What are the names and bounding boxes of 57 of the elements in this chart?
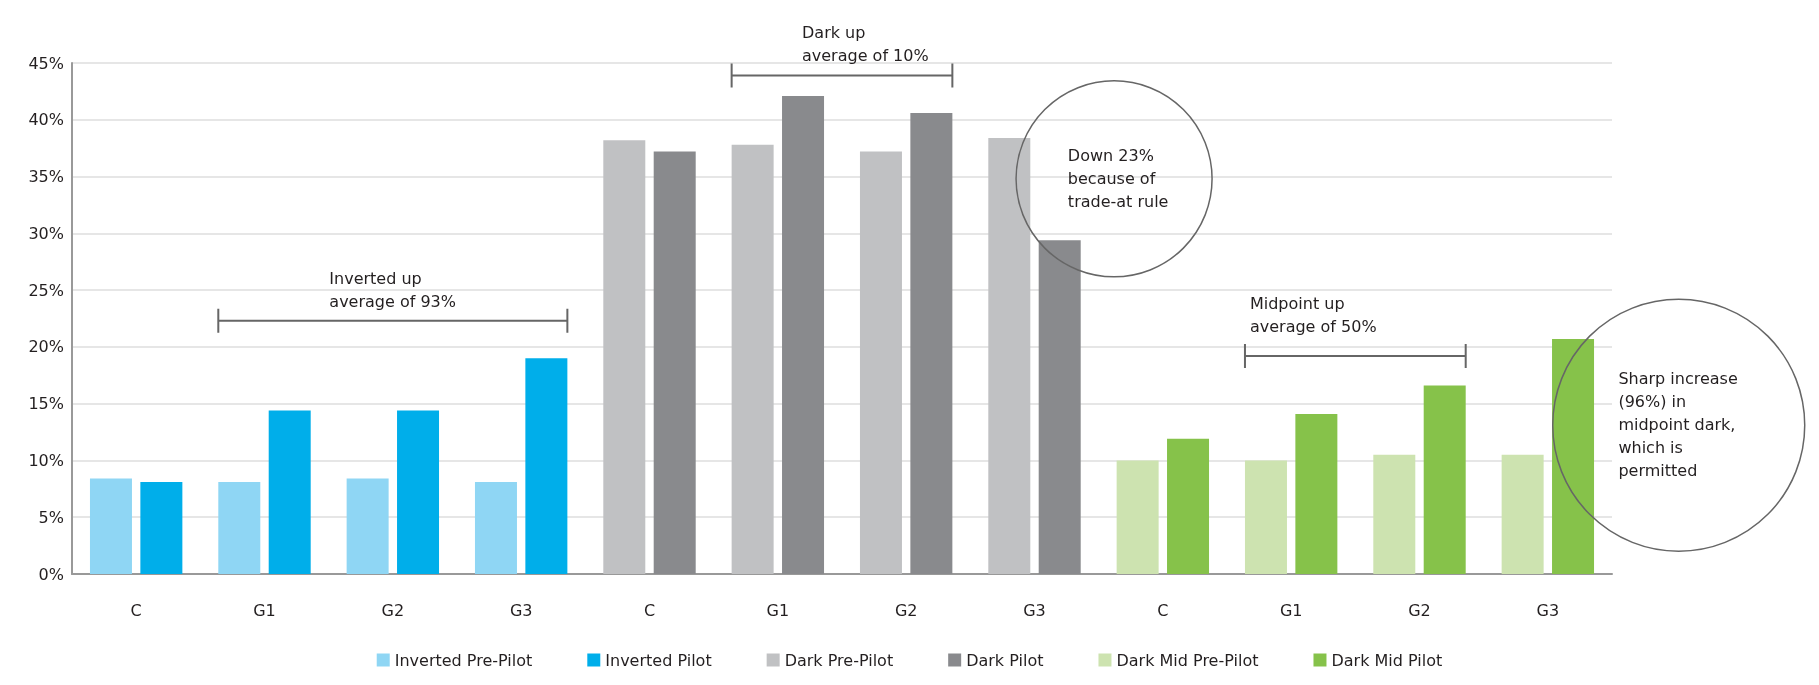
- x-tick-label: G1: [1279, 600, 1303, 620]
- x-tick-label: C: [1157, 600, 1169, 620]
- bar: [1116, 460, 1159, 574]
- legend-label: Dark Pilot: [966, 650, 1044, 670]
- y-tick-label: 5%: [38, 507, 64, 527]
- y-tick-label: 15%: [28, 394, 64, 414]
- bar: [89, 478, 132, 574]
- legend-label: Inverted Pre-Pilot: [394, 650, 533, 670]
- x-tick-label: G2: [894, 600, 918, 620]
- bar: [1295, 413, 1338, 574]
- bar: [910, 112, 953, 574]
- x-tick-label: C: [643, 600, 656, 620]
- bar: [1552, 338, 1595, 574]
- annotation: Dark up average of 10%: [802, 22, 929, 68]
- x-tick-label: G3: [509, 600, 533, 620]
- bar: [474, 482, 517, 574]
- y-tick-label: 30%: [28, 223, 64, 243]
- bar: [1038, 240, 1081, 574]
- legend-label: Dark Mid Pre-Pilot: [1116, 650, 1259, 670]
- bar: [988, 137, 1031, 574]
- y-tick-label: 35%: [28, 167, 64, 187]
- bar: [1501, 454, 1544, 574]
- y-tick-label: 0%: [38, 564, 64, 584]
- bar: [782, 95, 825, 574]
- y-tick-label: 45%: [28, 53, 64, 73]
- text: Sharp increase (96%) in midpoint dark, which is permitted: [1618, 368, 1738, 483]
- x-tick-label: G1: [766, 600, 790, 620]
- x-tick-label: G1: [253, 600, 276, 620]
- annotation: Down 23% because of trade-at rule: [1067, 144, 1169, 213]
- bar: [1423, 385, 1466, 574]
- y-tick-label: 20%: [28, 337, 64, 357]
- bar: [268, 410, 311, 574]
- bar: [653, 151, 696, 574]
- bar: [346, 478, 389, 574]
- bar: [397, 410, 440, 574]
- legend-label: Dark Mid Pilot: [1331, 650, 1443, 670]
- x-tick-label: C: [130, 600, 142, 620]
- legend-label: Inverted Pilot: [605, 650, 712, 670]
- bar: [1244, 460, 1287, 574]
- x-tick-label: G2: [1408, 600, 1431, 620]
- x-tick-label: G3: [1023, 600, 1046, 620]
- y-tick-label: 40%: [28, 110, 64, 130]
- bar: [1167, 438, 1210, 574]
- annotation: Inverted up average of 93%: [329, 267, 456, 313]
- bar: [140, 482, 183, 574]
- bar: [859, 151, 902, 574]
- annotation: Midpoint up average of 50%: [1249, 292, 1377, 338]
- bar: [525, 358, 568, 574]
- bar: [603, 140, 646, 574]
- bar: [218, 482, 261, 574]
- bar: [731, 144, 774, 574]
- y-tick-label: 25%: [28, 280, 64, 300]
- x-tick-label: G2: [381, 600, 405, 620]
- legend-label: Dark Pre-Pilot: [784, 650, 894, 670]
- y-tick-label: 10%: [28, 450, 64, 470]
- bar: [1373, 454, 1416, 574]
- x-tick-label: G3: [1536, 600, 1560, 620]
